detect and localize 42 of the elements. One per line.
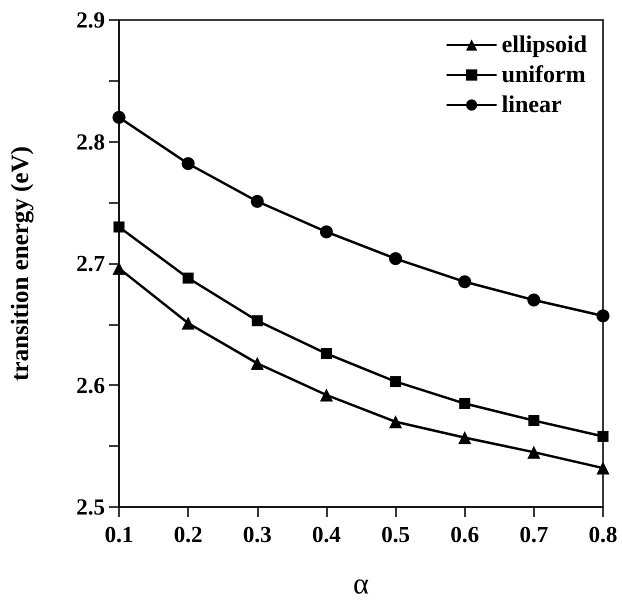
x-tick-label: 0.2 [174, 522, 203, 547]
point [112, 110, 126, 124]
point [598, 430, 608, 442]
x-tick-label: 0.5 [381, 522, 410, 547]
point [527, 446, 540, 459]
point [182, 316, 195, 330]
point [389, 415, 402, 428]
point [182, 157, 195, 170]
x-axis-title: α [353, 568, 370, 600]
legend-label: uniform [502, 62, 586, 88]
point [114, 221, 124, 232]
point [250, 356, 264, 370]
point [389, 252, 402, 266]
x-tick-label: 0.7 [519, 522, 548, 547]
point [320, 225, 333, 238]
x-tick-label: 0.8 [588, 522, 618, 547]
y-axis-title: transition energy (eV) [7, 146, 34, 381]
point [182, 272, 194, 284]
y-tick-label: 2.5 [76, 494, 105, 520]
y-tick-label: 2.9 [76, 8, 105, 32]
x-tick-label: 0.4 [312, 522, 342, 547]
point [320, 388, 333, 402]
point [252, 315, 263, 326]
point [458, 431, 472, 444]
y-tick-label: 2.6 [76, 372, 105, 398]
legend-label: linear [502, 92, 562, 118]
point [112, 262, 126, 275]
point [458, 275, 472, 288]
point [527, 294, 540, 307]
point [320, 348, 332, 360]
legend-label: ellipsoid [502, 32, 588, 58]
point [596, 309, 610, 322]
y-tick-label: 2.8 [76, 129, 105, 154]
point [250, 194, 264, 208]
x-tick-label: 0.6 [450, 522, 480, 547]
y-tick-label: 2.7 [76, 251, 105, 276]
point [596, 462, 610, 475]
point [528, 415, 540, 426]
x-tick-label: 0.1 [104, 522, 134, 547]
point [390, 376, 402, 388]
point [459, 398, 470, 410]
x-tick-label: 0.3 [242, 522, 272, 547]
